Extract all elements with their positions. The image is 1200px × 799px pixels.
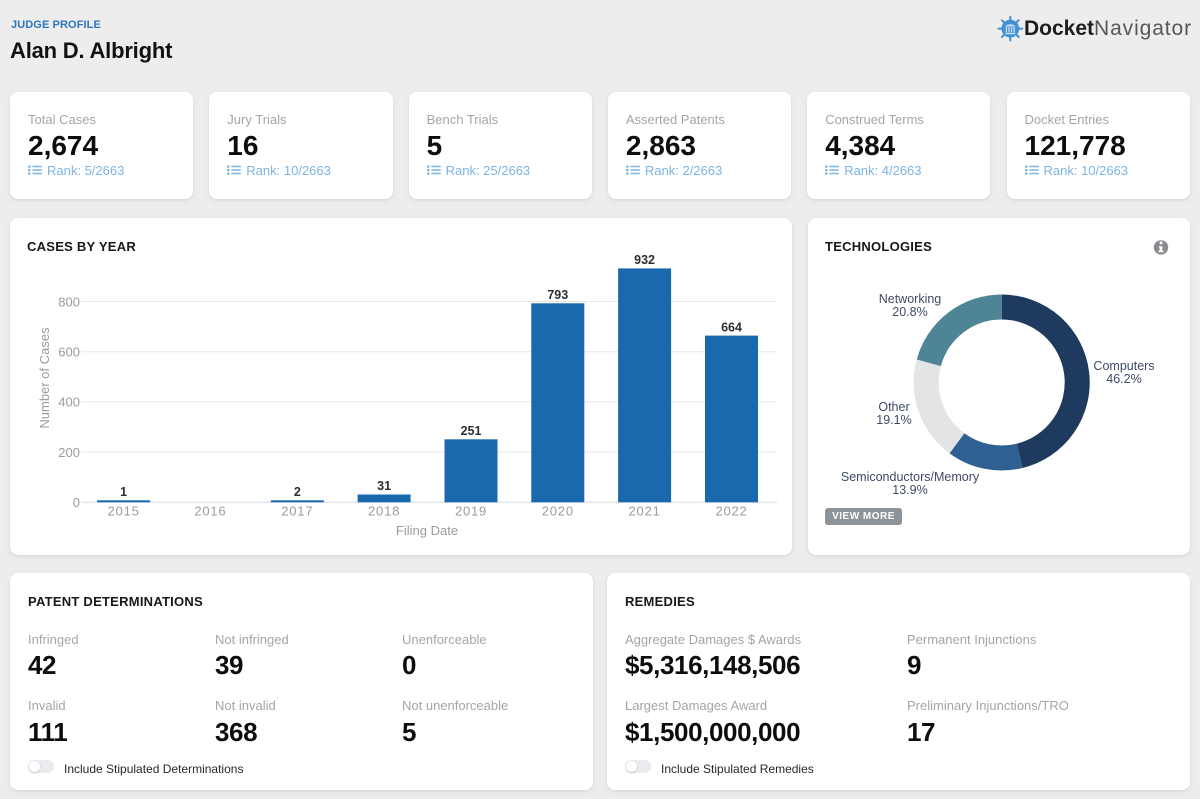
svg-text:800: 800 [58,294,80,309]
svg-text:2017: 2017 [281,504,313,519]
svg-text:400: 400 [58,395,80,410]
svg-text:932: 932 [634,253,655,267]
svg-text:2021: 2021 [629,504,661,519]
svg-text:2016: 2016 [194,504,226,519]
svg-text:31: 31 [377,479,391,493]
svg-text:793: 793 [547,288,568,302]
svg-text:Filing Date: Filing Date [396,523,458,538]
svg-text:251: 251 [461,424,482,438]
svg-text:2018: 2018 [368,504,400,519]
svg-text:2015: 2015 [108,504,140,519]
svg-text:2022: 2022 [715,504,747,519]
svg-text:2019: 2019 [455,504,487,519]
svg-text:664: 664 [721,320,742,334]
svg-text:1: 1 [120,485,127,499]
svg-text:2: 2 [294,485,301,499]
svg-text:2020: 2020 [542,504,574,519]
svg-text:200: 200 [58,445,80,460]
svg-text:600: 600 [58,344,80,359]
svg-text:Number of Cases: Number of Cases [37,327,52,429]
svg-text:0: 0 [73,495,80,510]
